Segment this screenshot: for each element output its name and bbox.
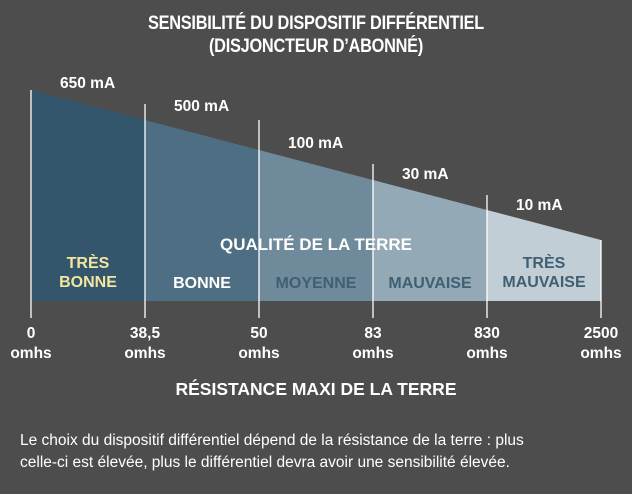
footer-text-line-2: celle-ci est élevée, plus le différentie… bbox=[20, 454, 510, 471]
segment-2 bbox=[145, 120, 259, 301]
segment-5 bbox=[487, 210, 601, 301]
tick-value-3: 50 bbox=[250, 325, 267, 342]
quality-label-1-line-1: TRÈS bbox=[67, 253, 110, 272]
title-line-2: (DISJONCTEUR D’ABONNÉ) bbox=[208, 36, 424, 57]
footer-text-line-1: Le choix du dispositif différentiel dépe… bbox=[20, 432, 524, 449]
sensitivity-label-5: 10 mA bbox=[516, 197, 563, 214]
tick-value-1: 0 bbox=[27, 325, 36, 342]
footer-text: Le choix du dispositif différentiel dépe… bbox=[20, 430, 620, 474]
sensitivity-label-3: 100 mA bbox=[288, 135, 343, 152]
quality-label-2: BONNE bbox=[173, 275, 231, 292]
segment-4 bbox=[373, 180, 487, 301]
tick-unit-4: omhs bbox=[352, 345, 393, 362]
tick-value-6: 2500 bbox=[584, 325, 618, 342]
tick-unit-6: omhs bbox=[580, 345, 621, 362]
quality-label-5-line-2: MAUVAISE bbox=[502, 274, 586, 291]
quality-label-5-line-1: TRÈS bbox=[523, 253, 566, 272]
tick-unit-3: omhs bbox=[238, 345, 279, 362]
sensitivity-label-1: 650 mA bbox=[60, 75, 115, 92]
tick-unit-2: omhs bbox=[124, 345, 165, 362]
title-line-1: SENSIBILITÉ DU DISPOSITIF DIFFÉRENTIEL bbox=[147, 13, 485, 34]
tick-value-2: 38,5 bbox=[130, 325, 161, 342]
x-axis-title: RÉSISTANCE MAXI DE LA TERRE bbox=[176, 378, 457, 399]
tick-unit-1: omhs bbox=[10, 345, 51, 362]
quality-label-1-line-2: BONNE bbox=[59, 274, 117, 291]
tick-value-5: 830 bbox=[474, 325, 500, 342]
tick-unit-5: omhs bbox=[466, 345, 507, 362]
quality-label-4: MAUVAISE bbox=[388, 275, 472, 292]
sensitivity-label-4: 30 mA bbox=[402, 166, 449, 183]
sensitivity-label-2: 500 mA bbox=[174, 98, 229, 115]
center-label: QUALITÉ DE LA TERRE bbox=[220, 235, 412, 254]
quality-label-3: MOYENNE bbox=[276, 275, 357, 292]
segment-1 bbox=[31, 90, 145, 301]
segment-3 bbox=[259, 150, 373, 301]
tick-value-4: 83 bbox=[364, 325, 382, 342]
